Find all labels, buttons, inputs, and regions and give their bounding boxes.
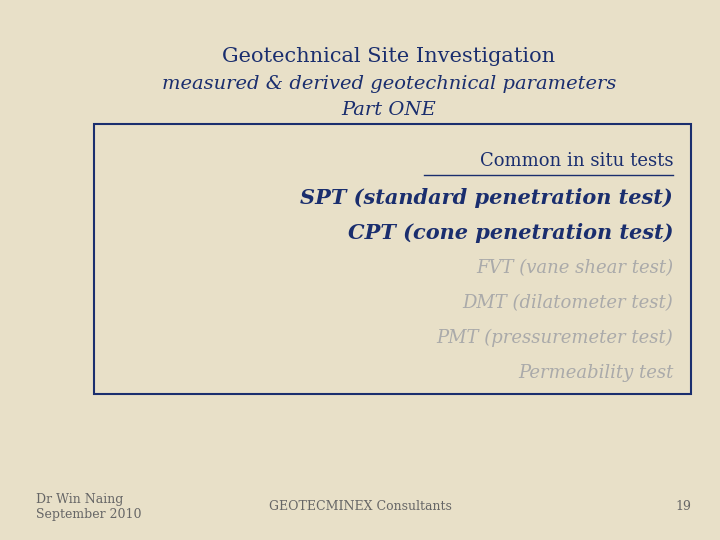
- Text: 19: 19: [675, 500, 691, 514]
- Text: Permeability test: Permeability test: [518, 364, 673, 382]
- Text: September 2010: September 2010: [36, 508, 142, 521]
- Text: GEOTECMINEX Consultants: GEOTECMINEX Consultants: [269, 500, 451, 514]
- Text: FVT (vane shear test): FVT (vane shear test): [476, 259, 673, 277]
- Text: Geotechnical Site Investigation: Geotechnical Site Investigation: [222, 47, 555, 66]
- Text: SPT (standard penetration test): SPT (standard penetration test): [300, 187, 673, 208]
- Text: CPT (cone penetration test): CPT (cone penetration test): [348, 222, 673, 243]
- Text: Dr Win Naing: Dr Win Naing: [36, 493, 123, 506]
- Text: Common in situ tests: Common in situ tests: [480, 152, 673, 170]
- FancyBboxPatch shape: [94, 124, 691, 394]
- Text: Part ONE: Part ONE: [341, 100, 436, 119]
- Text: DMT (dilatometer test): DMT (dilatometer test): [462, 294, 673, 312]
- Text: measured & derived geotechnical parameters: measured & derived geotechnical paramete…: [161, 75, 616, 93]
- Text: PMT (pressuremeter test): PMT (pressuremeter test): [436, 329, 673, 347]
